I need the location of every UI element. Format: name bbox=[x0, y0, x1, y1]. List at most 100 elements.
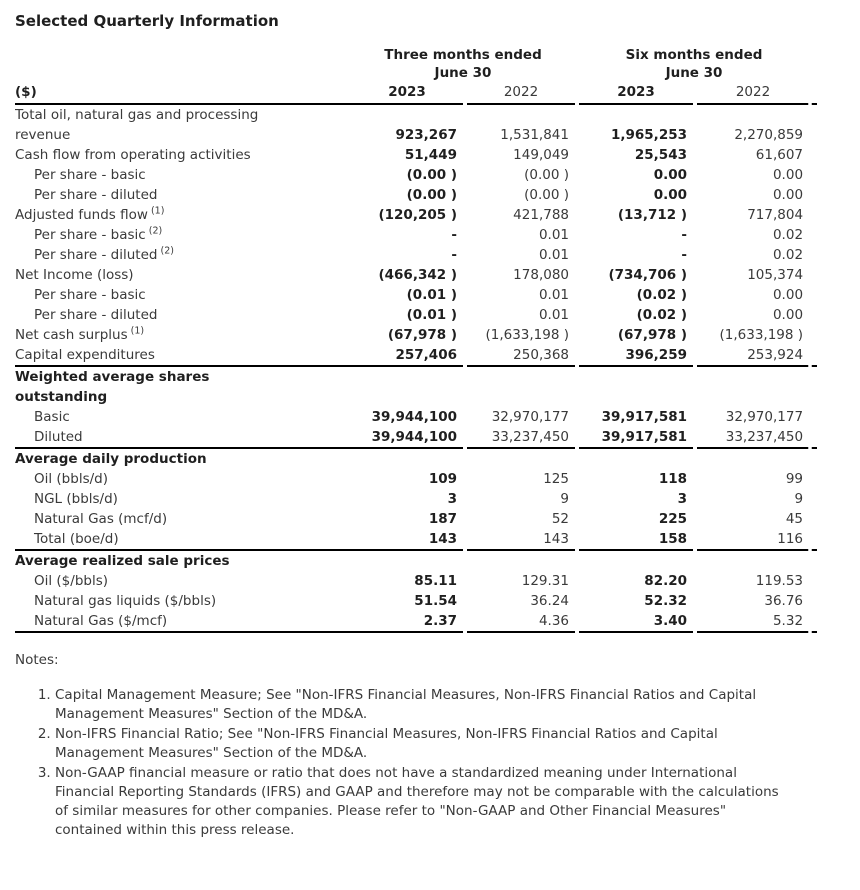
value-cell: 0.01 bbox=[538, 227, 569, 243]
table-row: Cash flow from operating activities 51,44… bbox=[15, 145, 817, 165]
value-cell bbox=[703, 366, 803, 407]
column-gap bbox=[687, 427, 703, 449]
value-cell: 149,049 bbox=[513, 147, 569, 163]
page-title: Selected Quarterly Information bbox=[15, 12, 279, 30]
column-gap bbox=[687, 345, 703, 367]
row-label-text: Per share - basic bbox=[34, 167, 146, 183]
value-cell: 82.20 bbox=[644, 573, 687, 589]
column-gap bbox=[687, 305, 703, 325]
column-gap bbox=[803, 185, 817, 205]
value-cell bbox=[357, 550, 457, 571]
value-cell: 39,944,100 bbox=[371, 409, 457, 425]
column-gap bbox=[457, 82, 473, 105]
value-cell: 33,237,450 bbox=[473, 427, 569, 449]
value-cell: 5.32 bbox=[703, 611, 804, 633]
column-gap bbox=[687, 591, 703, 611]
table-row: Per share - basic (2) - 0.01 - 0.02 bbox=[15, 225, 817, 245]
column-gap bbox=[803, 448, 817, 469]
value-cell: 9 bbox=[794, 491, 804, 507]
column-gap bbox=[687, 509, 703, 529]
column-gap bbox=[803, 245, 817, 265]
column-gap bbox=[457, 448, 473, 469]
column-gap bbox=[803, 611, 818, 633]
column-gap bbox=[345, 225, 357, 245]
value-cell: 0.00 bbox=[772, 307, 804, 323]
value-cell bbox=[585, 550, 687, 571]
column-gap bbox=[803, 225, 817, 245]
table-row: Per share - basic (0.00 ) (0.00 ) 0.00 0.00 bbox=[15, 165, 817, 185]
column-gap bbox=[569, 82, 585, 105]
value-cell: (67,978 ) bbox=[617, 327, 687, 343]
column-gap bbox=[345, 571, 357, 591]
column-gap bbox=[569, 591, 585, 611]
row-label: Natural gas liquids ($/bbls) bbox=[15, 591, 345, 611]
column-gap bbox=[457, 285, 473, 305]
value-cell: (466,342 ) bbox=[378, 267, 457, 283]
column-gap bbox=[457, 529, 473, 551]
row-label-text: Per share - diluted bbox=[34, 247, 158, 263]
column-gap bbox=[457, 550, 473, 571]
row-label: Cash flow from operating activities bbox=[15, 145, 345, 165]
value-cell: 0.00 bbox=[653, 187, 687, 203]
table-row: Per share - diluted (2) - 0.01 - 0.02 bbox=[15, 245, 817, 265]
column-gap bbox=[687, 265, 703, 285]
row-label-text: Per share - diluted bbox=[34, 187, 158, 203]
value-cell: (1,633,198 ) bbox=[719, 327, 804, 343]
column-gap bbox=[803, 285, 817, 305]
year-header-2023-q: 2023 bbox=[357, 82, 457, 105]
value-cell: 0.01 bbox=[538, 247, 569, 263]
column-gap bbox=[345, 82, 357, 105]
column-gap bbox=[803, 529, 818, 551]
value-cell: 225 bbox=[658, 511, 687, 527]
note-item: Non-IFRS Financial Ratio; See "Non-IFRS … bbox=[55, 725, 795, 763]
footnote-ref: (1) bbox=[127, 325, 145, 337]
quarterly-table: Three months ended June 30 Six months en… bbox=[15, 46, 818, 633]
footnote-ref: (2) bbox=[145, 225, 163, 237]
column-gap bbox=[569, 345, 585, 367]
row-label-text: Net Income (loss) bbox=[15, 267, 134, 283]
value-cell: (0.02 ) bbox=[636, 287, 687, 303]
year-header-2022-ytd: 2022 bbox=[703, 82, 804, 105]
value-cell: 105,374 bbox=[747, 267, 804, 283]
row-label: Adjusted funds flow (1) bbox=[15, 205, 345, 225]
value-cell: 85.11 bbox=[414, 573, 457, 589]
period-group-sublabel: June 30 bbox=[434, 65, 492, 81]
table-row: Total (boe/d) 143 143 158 116 bbox=[15, 529, 818, 551]
column-gap bbox=[345, 550, 357, 571]
column-gap bbox=[569, 529, 585, 551]
table-row: Per share - diluted (0.00 ) (0.00 ) 0.00 0.0… bbox=[15, 185, 817, 205]
value-cell: 143 bbox=[357, 529, 457, 551]
column-gap bbox=[803, 345, 818, 367]
row-label: Per share - basic bbox=[15, 285, 345, 305]
table-row: Natural gas liquids ($/bbls) 51.54 36.24 52… bbox=[15, 591, 817, 611]
column-gap bbox=[569, 305, 585, 325]
value-cell: 52.32 bbox=[644, 593, 687, 609]
row-label-text: Oil ($/bbls) bbox=[34, 573, 109, 589]
value-cell: 0.00 bbox=[772, 187, 804, 203]
value-cell: 3 bbox=[447, 491, 457, 507]
value-cell: 2.37 bbox=[357, 611, 457, 633]
value-cell: - bbox=[451, 247, 457, 263]
table-row: Basic 39,944,100 32,970,177 39,917,581 32,97… bbox=[15, 407, 817, 427]
table-body: Total oil, natural gas and processing re… bbox=[15, 104, 818, 633]
column-gap bbox=[457, 245, 473, 265]
value-cell: 61,607 bbox=[755, 147, 804, 163]
column-gap bbox=[687, 469, 703, 489]
value-cell bbox=[703, 448, 803, 469]
row-label-text: Capital expenditures bbox=[15, 347, 155, 363]
column-gap bbox=[803, 591, 817, 611]
value-cell: 39,917,581 bbox=[585, 427, 687, 449]
value-cell: 45 bbox=[785, 511, 804, 527]
column-gap bbox=[687, 205, 703, 225]
value-cell: (1,633,198 ) bbox=[485, 327, 569, 343]
value-cell: 0.01 bbox=[538, 287, 569, 303]
column-gap bbox=[457, 469, 473, 489]
column-gap bbox=[803, 265, 817, 285]
column-gap bbox=[457, 509, 473, 529]
column-gap bbox=[687, 366, 703, 407]
column-gap bbox=[569, 611, 585, 633]
row-label-text: Oil (bbls/d) bbox=[34, 471, 108, 487]
value-cell: 0.02 bbox=[772, 227, 804, 243]
value-cell bbox=[703, 550, 803, 571]
column-gap bbox=[457, 205, 473, 225]
